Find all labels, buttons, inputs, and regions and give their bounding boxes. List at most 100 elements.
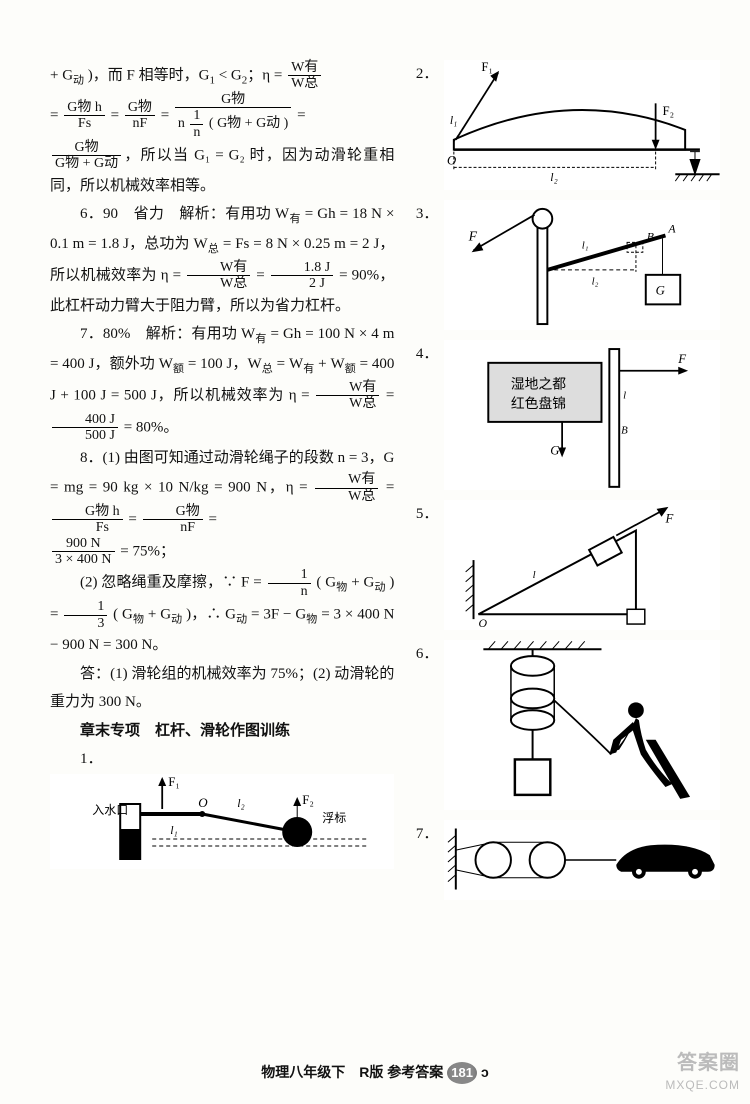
car-icon [617,845,715,879]
lbl: l [624,389,627,401]
page: + G动 )，而 F 相等时，G1 < G2；η = W有W总 = G物 hFs… [0,0,750,980]
s: 物 [306,614,317,626]
person-icon [610,702,691,798]
t: = 75%； [117,543,175,559]
fig7-num: 7． [408,820,438,849]
t: + G [347,575,374,591]
t: + G [144,607,171,623]
fraction: 1n [266,567,313,599]
figure-3: F l₁ l₂ B A G [444,200,720,330]
lbl: l [533,569,536,581]
d: nF [125,116,155,131]
lbl: B [647,229,654,243]
lbl: F₂ [663,104,675,118]
n: G物 h [64,100,105,116]
fig4-num: 4． [408,340,438,369]
lbl: l₂ [551,170,558,184]
t: = 3F − G [247,607,306,623]
q8-1b: 900 N3 × 400 N = 75%； [50,536,394,568]
t: ( G [313,575,337,591]
n: G物 [143,504,203,520]
d: Fs [52,520,123,535]
fig5-num: 5． [408,500,438,529]
right-column: 2． O F₁ l₁ F₂ [408,60,720,900]
fraction: 13 [62,599,109,631]
figure-4-row: 4． 湿地之都 红色盘锦 F G l B [408,340,720,490]
fraction: G物 hFs [50,504,125,536]
n: G物 [52,140,121,156]
fraction: G物nF [123,100,157,132]
page-number: 181 [447,1062,477,1084]
t: n [178,116,189,131]
footer-left: 物理八年级下 R版 [261,1064,383,1080]
lbl: F₂ [302,792,314,807]
figure-3-row: 3． F l₁ l₂ B [408,200,720,330]
fraction: W有W总 [185,260,252,292]
lbl: B [622,425,629,437]
fraction: 1n [188,108,205,140]
fig6-num: 6． [408,640,438,669]
fraction: 400 J500 J [50,412,120,444]
d: nF [143,520,203,535]
d: 2 J [271,276,333,291]
fig3-num: 3． [408,200,438,229]
footer-mid: 参考答案 [387,1064,443,1080]
den: W总 [288,76,321,91]
lbl: l₁ [582,239,589,251]
d: n [190,125,203,140]
t: ( G物 + G动 ) [205,116,288,131]
n: 1 [64,599,107,615]
fraction: 1.8 J2 J [269,260,335,292]
figure-1: F₁ 入水口 O 浮标 F₂ l₁ l₂ [50,774,394,869]
d: Fs [64,116,105,131]
t: )，∴ G [182,607,236,623]
lbl: A [668,222,677,236]
t: = [107,107,123,123]
fraction: W有W总 [314,380,381,412]
num: W有 [288,60,321,76]
d: G物 + G动 [52,156,121,171]
lbl: F₁ [168,774,180,789]
t: < G [215,67,242,83]
wm-line1: 答案圈 [665,1049,740,1077]
lbl: l₂ [592,276,599,288]
sub: 动 [73,74,84,86]
fig2-num: 2． [408,60,438,89]
lbl: F [665,512,674,526]
figure-2: O F₁ l₁ F₂ l₂ [444,60,720,190]
t: = [380,479,394,495]
fraction: G物nF [141,504,205,536]
n: G物 h [52,504,123,520]
q8-answer: 答：(1) 滑轮组的机械效率为 75%；(2) 动滑轮的重力为 300 N。 [50,660,394,717]
eq-block-2: = G物 hFs = G物nF = G物n 1n ( G物 + G动 ) = [50,92,394,140]
t: = [157,107,173,123]
d: n 1n ( G物 + G动 ) [175,108,291,140]
n: 400 J [52,412,118,428]
lbl: F [468,228,478,243]
watermark: 答案圈 MXQE.COM [665,1049,740,1094]
d: 3 [64,616,107,631]
n: W有 [316,380,379,396]
t: = 80%。 [120,419,178,435]
s: 有 [255,333,266,345]
s: 动 [171,614,182,626]
page-footer: 物理八年级下 R版 参考答案 181 ɔ [0,1059,750,1086]
figure-2-row: 2． O F₁ l₁ F₂ [408,60,720,190]
q8-2: (2) 忽略绳重及摩擦，∵ F = 1n ( G物 + G动 ) = 13 ( … [50,567,394,659]
s: 额 [173,363,184,375]
s: 动 [374,582,385,594]
figure-5-row: 5． F O l [408,500,720,630]
lbl: l₁ [450,113,457,127]
fig1-num: 1． [50,745,394,774]
lbl: 湿地之都 [511,376,566,391]
t: = [125,511,141,527]
eq-block-1: + G动 )，而 F 相等时，G1 < G2；η = W有W总 [50,60,394,92]
figure-6-row: 6． [408,640,720,810]
n: 1 [190,108,203,124]
lbl: 浮标 [322,811,346,825]
t: + W [314,356,344,372]
d: W总 [315,489,378,504]
flourish-icon: ɔ [481,1064,489,1080]
figure-7 [444,820,720,900]
t: = W [273,356,303,372]
